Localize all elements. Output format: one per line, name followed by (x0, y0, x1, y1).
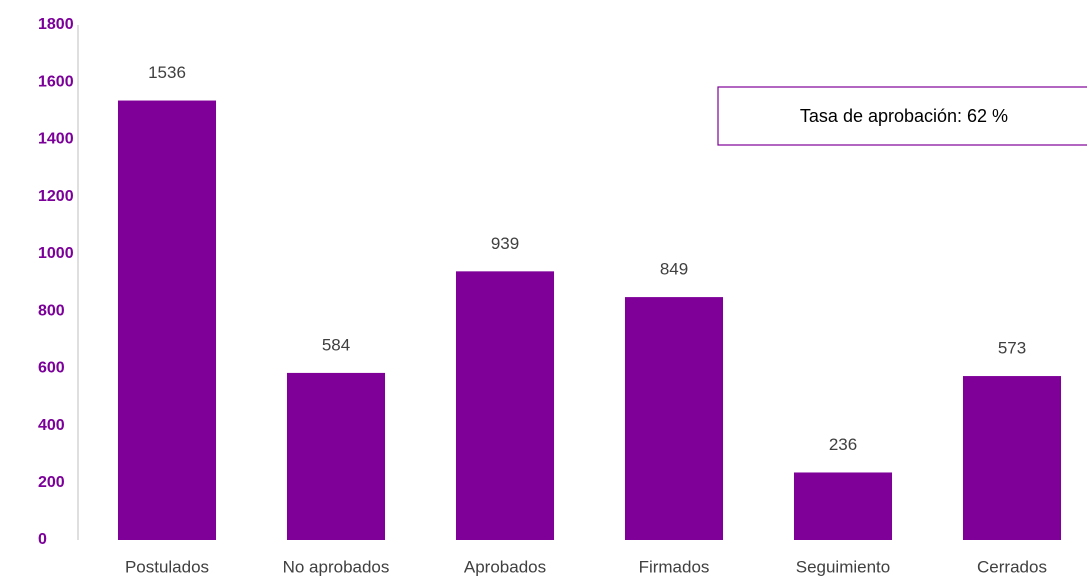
bar (117, 100, 217, 541)
value-label: 236 (829, 435, 857, 454)
y-tick-label: 1800 (38, 16, 74, 33)
bar (962, 376, 1062, 540)
value-label: 1536 (148, 63, 186, 82)
y-tick-label: 200 (38, 474, 65, 491)
bar (455, 271, 555, 540)
bar (286, 372, 386, 540)
bar (624, 297, 724, 540)
y-tick-label: 600 (38, 360, 65, 377)
x-tick-label: Aprobados (464, 557, 546, 576)
annotation: Tasa de aprobación: 62 % (800, 106, 1008, 126)
y-tick-label: 0 (38, 531, 47, 548)
x-tick-label: Postulados (125, 557, 209, 576)
y-tick-label: 1400 (38, 131, 74, 148)
bar (793, 472, 893, 540)
y-tick-label: 800 (38, 302, 65, 319)
value-label: 584 (322, 335, 350, 354)
value-label: 573 (998, 339, 1026, 358)
y-tick-label: 1600 (38, 73, 74, 90)
y-tick-label: 1000 (38, 245, 74, 262)
x-tick-label: No aprobados (283, 557, 390, 576)
value-label: 849 (660, 260, 688, 279)
annotation-box (717, 86, 1087, 146)
y-tick-label: 1200 (38, 188, 74, 205)
y-tick-label: 400 (38, 417, 65, 434)
x-tick-label: Seguimiento (796, 557, 891, 576)
value-label: 939 (491, 234, 519, 253)
x-tick-label: Cerrados (977, 557, 1047, 576)
x-tick-label: Firmados (639, 557, 710, 576)
